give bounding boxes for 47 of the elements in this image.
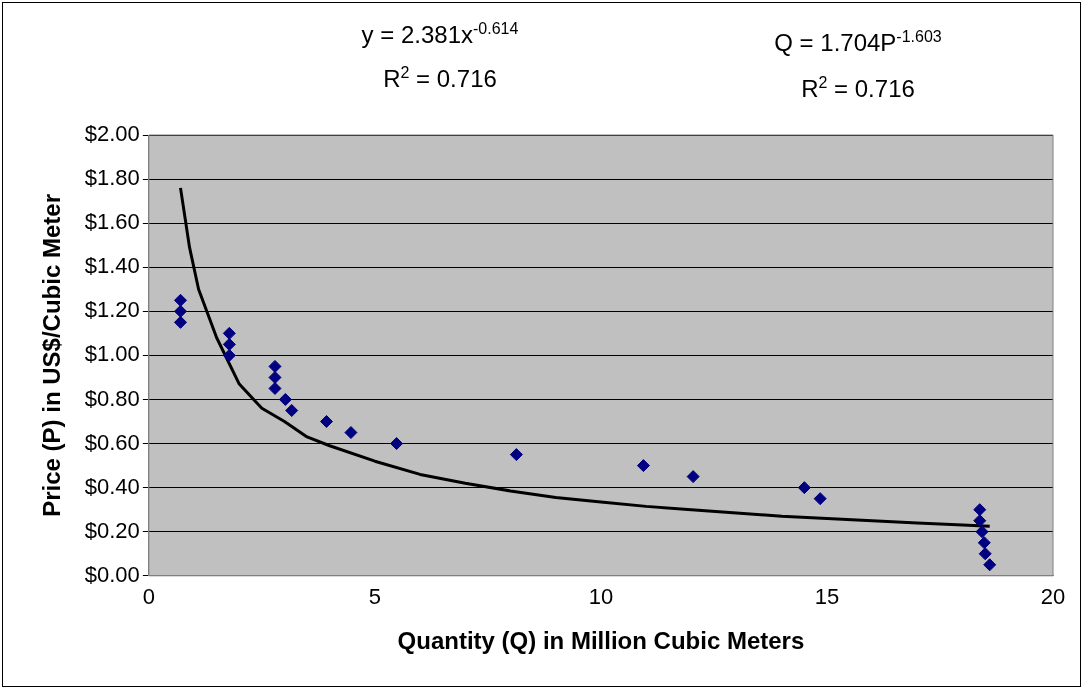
text: R$^{2}$ = 0.716: [801, 74, 915, 103]
x-tick-label: 20: [1040, 584, 1066, 610]
point: [977, 536, 991, 550]
point: [174, 315, 187, 329]
point: [268, 370, 282, 384]
y-tick-label: $1.80: [84, 165, 140, 191]
y-tick-label: $0.40: [84, 473, 140, 499]
point: [268, 359, 282, 373]
point: [320, 415, 334, 429]
y-tick-label: $1.00: [84, 341, 140, 367]
text: y = 2.381x$^{-0.614}$: [361, 20, 519, 49]
y-tick-label: $1.60: [84, 209, 140, 235]
point: [636, 459, 650, 473]
y-tick-label: $0.20: [84, 517, 140, 543]
text: R$^{2}$ = 0.716: [383, 64, 497, 93]
point: [983, 558, 997, 572]
text: Q = 1.704P$^{-1.603}$: [774, 28, 942, 57]
y-tick-label: $0.00: [84, 561, 140, 587]
y-tick-label: $0.60: [84, 429, 140, 455]
x-axis-title: Quantity (Q) in Million Cubic Meters: [397, 627, 805, 655]
point: [978, 547, 992, 561]
point: [222, 326, 236, 340]
x-tick-label: 5: [368, 584, 382, 610]
y-axis-title: Price (P) in US$/Cubic Meter: [38, 194, 66, 517]
point: [973, 514, 987, 528]
point: [174, 293, 187, 307]
point: [222, 348, 236, 362]
point: [973, 503, 987, 517]
x-tick-label: 10: [588, 584, 614, 610]
point: [285, 404, 299, 417]
y-tick-label: $1.20: [84, 297, 140, 323]
point: [797, 481, 811, 495]
x-tick-label: 15: [814, 584, 840, 610]
point: [509, 448, 523, 462]
x-tick-label: 0: [142, 584, 155, 610]
y-tick-label: $1.40: [84, 253, 140, 279]
point: [278, 392, 292, 406]
point: [390, 437, 404, 451]
point: [813, 492, 827, 506]
point: [222, 337, 236, 351]
point: [174, 304, 187, 318]
point: [344, 426, 358, 440]
y-tick-label: $0.80: [84, 385, 140, 411]
point: [686, 470, 700, 484]
y-tick-label: $2.00: [84, 121, 140, 147]
point: [268, 381, 282, 395]
point: [975, 525, 989, 539]
